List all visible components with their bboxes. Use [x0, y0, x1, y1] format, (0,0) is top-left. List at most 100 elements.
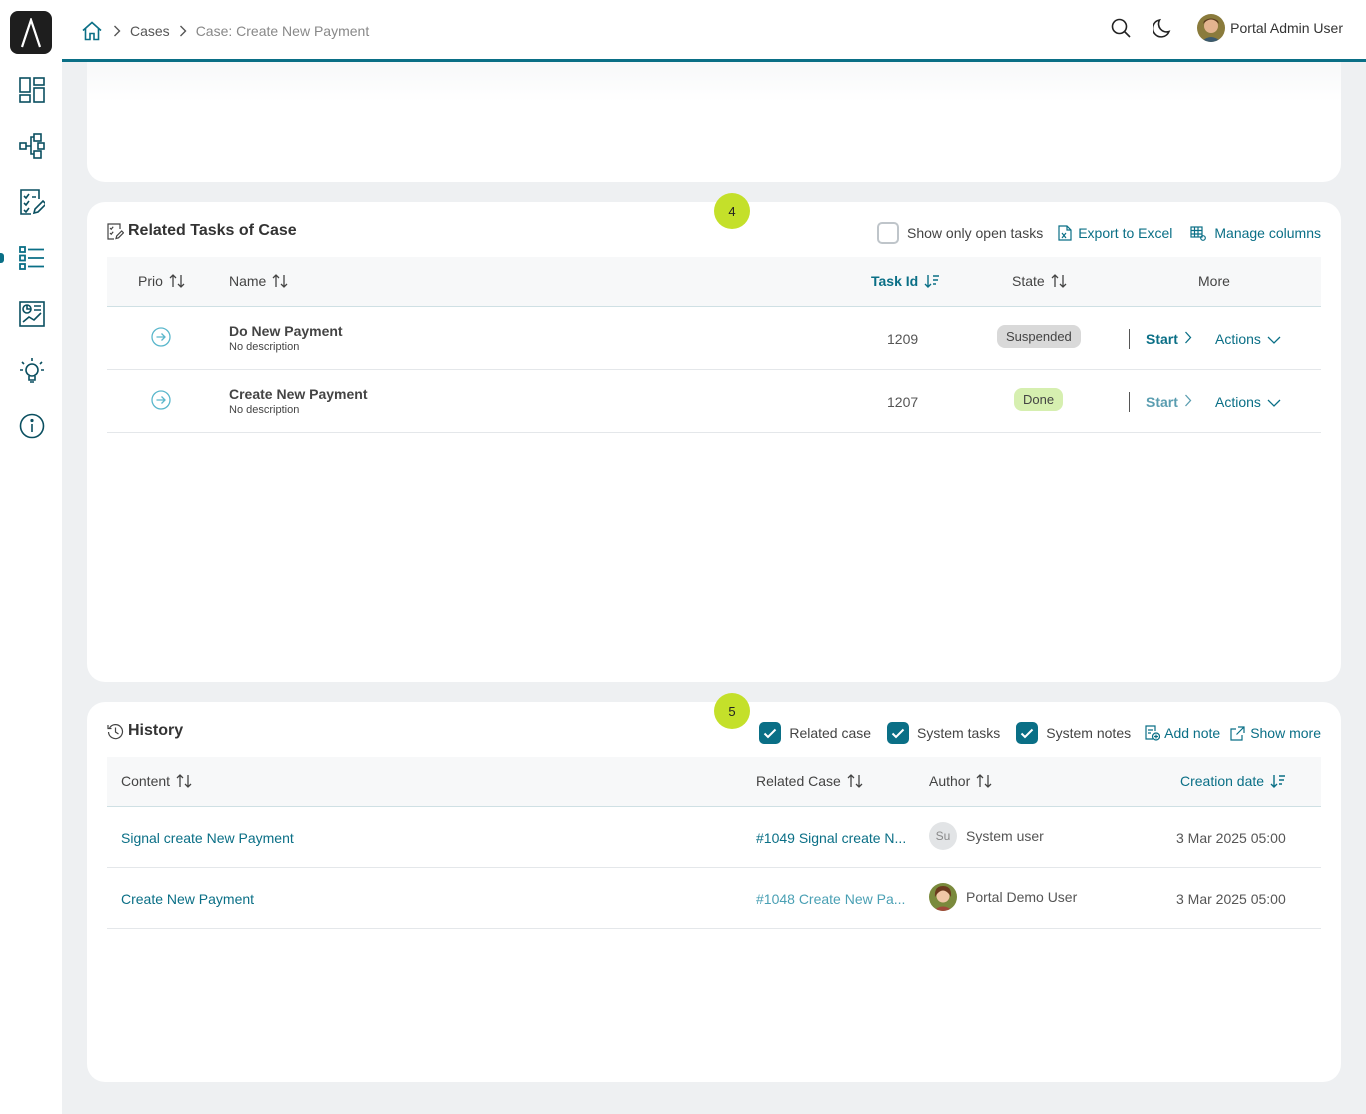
history-content-link[interactable]: Create New Payment	[121, 891, 255, 907]
sort-icon	[176, 773, 192, 789]
dashboard-icon[interactable]	[16, 74, 48, 106]
author-name: System user	[966, 828, 1044, 844]
statistics-icon[interactable]	[16, 298, 48, 330]
task-description: No description	[229, 404, 300, 416]
status-badge: Done	[1014, 388, 1064, 411]
export-excel-button[interactable]: Export to Excel	[1058, 225, 1172, 241]
system-tasks-checkbox[interactable]	[887, 722, 910, 744]
priority-normal-icon	[151, 390, 171, 413]
sort-icon	[976, 773, 992, 789]
actions-dropdown[interactable]: Actions	[1215, 331, 1281, 347]
column-creation-date[interactable]: Creation date	[1180, 773, 1286, 789]
history-table-header: Content Related Case Author Creation dat…	[107, 757, 1321, 807]
start-button[interactable]: Start	[1146, 331, 1192, 347]
sidebar	[0, 0, 62, 1114]
table-row[interactable]: Create New Payment #1048 Create New Pa..…	[107, 868, 1321, 929]
column-more: More	[1198, 273, 1230, 289]
column-task-id[interactable]: Task Id	[871, 273, 940, 289]
app-logo[interactable]	[10, 11, 52, 54]
task-description: No description	[229, 341, 300, 353]
sort-desc-icon	[1270, 774, 1286, 788]
task-name[interactable]: Do New Payment	[229, 323, 343, 339]
sort-icon	[1051, 273, 1067, 289]
related-tasks-card: 4 Related Tasks of Case Show only open t…	[87, 193, 1341, 682]
show-more-button[interactable]: Show more	[1230, 725, 1321, 741]
author-name: Portal Demo User	[966, 889, 1078, 905]
sort-desc-icon	[924, 274, 940, 288]
column-prio[interactable]: Prio	[138, 273, 185, 289]
add-note-button[interactable]: Add note	[1145, 725, 1220, 741]
home-icon[interactable]	[82, 20, 104, 42]
chevron-down-icon	[1267, 331, 1281, 347]
dark-mode-icon[interactable]	[1151, 16, 1175, 40]
history-icon	[107, 722, 125, 740]
breadcrumb: Cases Case: Create New Payment	[82, 20, 369, 42]
previous-section-card	[87, 62, 1341, 182]
sort-icon	[272, 273, 288, 289]
columns-settings-icon	[1190, 225, 1207, 241]
task-id: 1207	[887, 394, 919, 410]
avatar	[1197, 14, 1226, 42]
search-icon[interactable]	[1109, 16, 1133, 40]
start-button[interactable]: Start	[1146, 394, 1192, 410]
process-icon[interactable]	[16, 130, 48, 162]
history-card: 5 History Related case System tasks Syst…	[87, 693, 1341, 1082]
tasks-table-header: Prio Name Task Id State More	[107, 257, 1321, 307]
related-case-link[interactable]: #1048 Create New Pa...	[756, 891, 906, 907]
divider	[1129, 329, 1130, 349]
ideas-icon[interactable]	[16, 354, 48, 386]
breadcrumb-current: Case: Create New Payment	[195, 23, 370, 39]
author: Su System user	[929, 822, 1044, 850]
system-notes-checkbox[interactable]	[1016, 722, 1039, 744]
column-content[interactable]: Content	[121, 773, 192, 789]
author: Portal Demo User	[929, 883, 1077, 911]
add-note-icon	[1145, 725, 1161, 741]
sort-icon	[847, 773, 863, 789]
breadcrumb-cases[interactable]: Cases	[130, 23, 170, 39]
related-case-checkbox[interactable]	[759, 722, 782, 744]
cases-icon[interactable]	[16, 242, 48, 274]
creation-date: 3 Mar 2025 05:00	[1176, 891, 1286, 907]
related-case-label: Related case	[789, 725, 872, 741]
priority-normal-icon	[151, 327, 171, 350]
divider	[1129, 392, 1130, 412]
avatar: Su	[929, 822, 957, 850]
task-name[interactable]: Create New Payment	[229, 386, 368, 402]
task-list-icon	[107, 222, 125, 240]
external-link-icon	[1230, 725, 1246, 741]
show-open-tasks-checkbox[interactable]	[877, 222, 900, 244]
info-icon[interactable]	[16, 410, 48, 442]
tasks-icon[interactable]	[16, 186, 48, 218]
chevron-right-icon	[1184, 331, 1192, 347]
system-tasks-label: System tasks	[917, 725, 1001, 741]
table-row[interactable]: Signal create New Payment #1049 Signal c…	[107, 807, 1321, 868]
step-badge: 4	[714, 193, 750, 229]
system-notes-label: System notes	[1046, 725, 1132, 741]
table-row[interactable]: Create New Payment No description 1207 D…	[107, 370, 1321, 433]
task-id: 1209	[887, 331, 919, 347]
column-author[interactable]: Author	[929, 773, 992, 789]
sort-icon	[169, 273, 185, 289]
manage-columns-button[interactable]: Manage columns	[1190, 225, 1321, 241]
column-name[interactable]: Name	[229, 273, 288, 289]
avatar	[929, 883, 957, 911]
user-name: Portal Admin User	[1230, 20, 1343, 36]
actions-dropdown[interactable]: Actions	[1215, 394, 1281, 410]
show-open-tasks-label: Show only open tasks	[907, 225, 1044, 241]
chevron-right-icon	[113, 25, 121, 37]
related-case-link[interactable]: #1049 Signal create N...	[756, 830, 907, 846]
section-title: History	[107, 722, 183, 740]
step-badge: 5	[714, 693, 750, 729]
column-related-case[interactable]: Related Case	[756, 773, 863, 789]
user-menu[interactable]: Portal Admin User	[1197, 14, 1343, 42]
active-indicator	[0, 253, 4, 263]
section-title: Related Tasks of Case	[107, 222, 297, 240]
status-badge: Suspended	[997, 325, 1081, 348]
creation-date: 3 Mar 2025 05:00	[1176, 830, 1286, 846]
chevron-down-icon	[1267, 394, 1281, 410]
excel-file-icon	[1058, 225, 1074, 241]
history-content-link[interactable]: Signal create New Payment	[121, 830, 294, 846]
top-bar: Cases Case: Create New Payment Portal Ad…	[62, 0, 1366, 62]
column-state[interactable]: State	[1012, 273, 1067, 289]
table-row[interactable]: Do New Payment No description 1209 Suspe…	[107, 307, 1321, 370]
